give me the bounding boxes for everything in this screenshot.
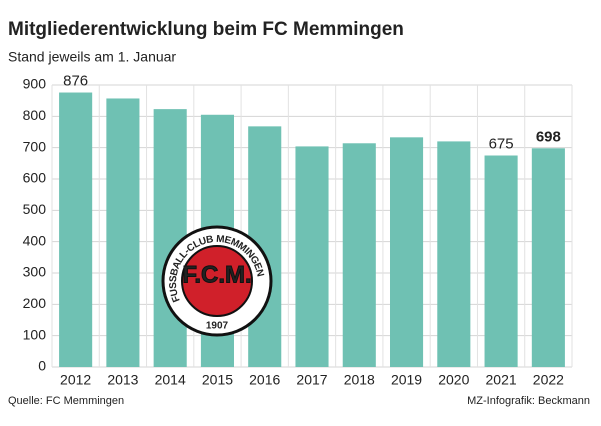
x-tick-label: 2012 xyxy=(60,372,91,388)
y-tick-label: 0 xyxy=(38,358,46,374)
credit: MZ-Infografik: Beckmann xyxy=(467,395,590,407)
y-tick-label: 900 xyxy=(23,76,47,92)
y-tick-label: 800 xyxy=(23,107,47,123)
y-tick-label: 400 xyxy=(23,232,47,248)
logo-initials: F.C.M. xyxy=(182,261,251,288)
y-tick-label: 300 xyxy=(23,264,47,280)
x-tick-label: 2022 xyxy=(533,372,564,388)
data-label: 876 xyxy=(63,72,88,89)
bar xyxy=(484,155,518,367)
x-tick-label: 2018 xyxy=(344,372,375,388)
x-tick-label: 2014 xyxy=(155,372,186,388)
y-tick-label: 600 xyxy=(23,170,47,186)
chart-subtitle: Stand jeweils am 1. Januar xyxy=(8,49,176,65)
bar xyxy=(295,146,329,367)
x-tick-label: 2020 xyxy=(438,372,469,388)
data-label: 698 xyxy=(536,128,561,145)
bar xyxy=(531,148,565,367)
x-tick-label: 2021 xyxy=(486,372,517,388)
y-tick-label: 500 xyxy=(23,201,47,217)
bar xyxy=(106,98,140,368)
x-tick-label: 2015 xyxy=(202,372,233,388)
bar xyxy=(437,141,471,367)
bar xyxy=(390,137,424,367)
y-tick-label: 200 xyxy=(23,295,47,311)
bar xyxy=(153,109,187,368)
logo-year: 1907 xyxy=(206,321,229,332)
x-tick-label: 2017 xyxy=(296,372,327,388)
bar xyxy=(342,143,376,367)
chart-title: Mitgliederentwicklung beim FC Memmingen xyxy=(8,19,404,40)
y-tick-label: 100 xyxy=(23,326,47,342)
logo: FUSSBALL-CLUB MEMMINGEN F.C.M. 1907 xyxy=(161,225,273,337)
x-tick-label: 2016 xyxy=(249,372,280,388)
x-tick-label: 2013 xyxy=(107,372,138,388)
x-tick-label: 2019 xyxy=(391,372,422,388)
logo-ball xyxy=(181,245,253,317)
source: Quelle: FC Memmingen xyxy=(8,395,124,407)
data-label: 675 xyxy=(489,135,514,152)
bar xyxy=(59,92,93,368)
y-tick-label: 700 xyxy=(23,138,47,154)
